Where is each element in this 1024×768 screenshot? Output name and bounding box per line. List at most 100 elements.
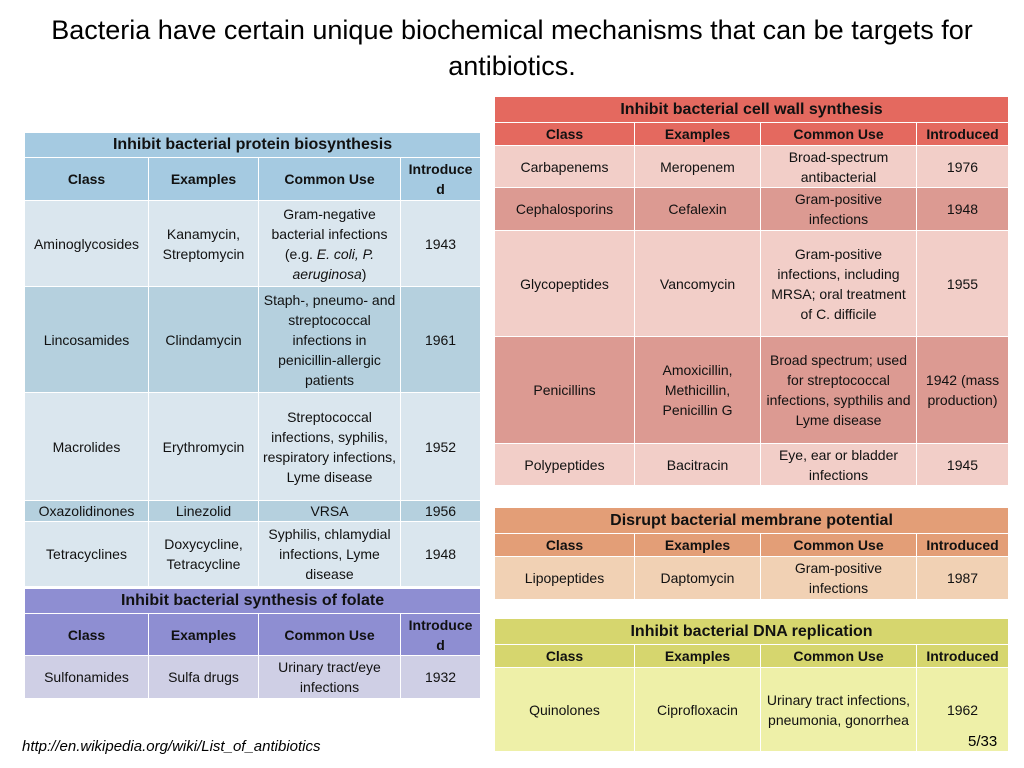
cell-class: Carbapenems [494, 145, 635, 188]
use-suffix: ) [361, 265, 367, 282]
cell-examples: Ciprofloxacin [634, 667, 761, 752]
cell-year: 1961 [399, 286, 482, 393]
table-row: Penicillins Amoxicillin, Methicillin, Pen… [494, 336, 1009, 444]
col-introduced: Introduced [916, 122, 1009, 146]
col-use: Common Use [760, 533, 917, 557]
col-introduced: Introduced [915, 644, 1010, 668]
cell-year: 1956 [399, 500, 482, 522]
cell-class: Polypeptides [494, 443, 635, 486]
cell-class: Lipopeptides [494, 556, 635, 600]
cell-use: Staph-, pneumo- and streptococcal infect… [258, 286, 401, 393]
cell-examples: Vancomycin [634, 230, 761, 337]
cell-examples: Sulfa drugs [148, 655, 259, 699]
cell-examples: Cefalexin [634, 187, 761, 231]
table-title: Inhibit bacterial protein biosynthesis [23, 132, 482, 158]
slide-title: Bacteria have certain unique biochemical… [51, 15, 973, 81]
table-row: Tetracyclines Doxycycline, Tetracycline Sy… [24, 521, 482, 587]
col-class: Class [494, 533, 635, 557]
cell-year: 1945 [916, 443, 1009, 486]
table-title: Disrupt bacterial membrane potential [493, 507, 1010, 534]
cell-year: 1948 [916, 187, 1009, 231]
cell-examples: Meropenem [634, 145, 761, 188]
cell-use: Broad spectrum; used for streptococcal i… [760, 336, 917, 444]
cell-use: Urinary tract/eye infections [258, 655, 401, 699]
cell-use: Gram-positive infections [760, 556, 917, 600]
col-class: Class [24, 613, 149, 656]
cell-year: 1962 [915, 667, 1010, 752]
cell-class: Quinolones [494, 667, 635, 752]
cell-examples: Bacitracin [634, 443, 761, 486]
table-title: Inhibit bacterial synthesis of folate [23, 588, 482, 614]
table-row: Polypeptides Bacitracin Eye, ear or bladde… [494, 443, 1009, 486]
cell-examples: Doxycycline, Tetracycline [148, 521, 259, 587]
col-introduced: Introduce d [399, 613, 482, 656]
col-use: Common Use [760, 122, 917, 146]
page-number: 5/33 [968, 733, 998, 750]
use-italic: E. coli, P. aeruginosa [292, 245, 375, 282]
cell-class: Macrolides [24, 392, 149, 501]
source-link[interactable]: http://en.wikipedia.org/wiki/List_of_ant… [22, 738, 321, 755]
cell-examples: Erythromycin [148, 392, 259, 501]
table-row: Oxazolidinones Linezolid VRSA 1956 [24, 500, 482, 522]
table-title: Inhibit bacterial DNA replication [493, 618, 1010, 645]
table-row: Sulfonamides Sulfa drugs Urinary tract/eye… [24, 655, 482, 699]
col-use: Common Use [760, 644, 917, 668]
cell-class: Cephalosporins [494, 187, 635, 231]
cell-year: 1948 [399, 521, 482, 587]
cell-use: Urinary tract infections, pneumonia, gon… [760, 667, 917, 752]
col-class: Class [494, 122, 635, 146]
cell-class: Glycopeptides [494, 230, 635, 337]
cell-use: Syphilis, chlamydial infections, Lyme di… [258, 521, 401, 587]
cell-year: 1987 [915, 556, 1010, 600]
col-class: Class [494, 644, 635, 668]
cell-use: VRSA [258, 500, 401, 522]
cell-year: 1943 [399, 200, 482, 287]
cell-class: Penicillins [494, 336, 635, 444]
cell-wall-synthesis-table: Inhibit bacterial cell wall synthesis Cl… [494, 96, 1009, 486]
cell-class: Lincosamides [24, 286, 149, 393]
cell-use: Gram-negative bacterial infections (e.g.… [258, 200, 401, 287]
cell-class: Aminoglycosides [24, 200, 149, 287]
cell-examples: Clindamycin [148, 286, 259, 393]
table-title: Inhibit bacterial cell wall synthesis [494, 96, 1009, 123]
cell-examples: Linezolid [148, 500, 259, 522]
cell-examples: Amoxicillin, Methicillin, Penicillin G [634, 336, 761, 444]
table-row: Lincosamides Clindamycin Staph-, pneumo- a… [24, 286, 482, 393]
col-use: Common Use [258, 613, 401, 656]
cell-class: Oxazolidinones [24, 500, 149, 522]
cell-year: 1955 [916, 230, 1009, 337]
membrane-potential-table: Disrupt bacterial membrane potential Cla… [493, 507, 1010, 600]
col-examples: Examples [634, 122, 761, 146]
cell-use: Gram-positive infections [760, 187, 917, 231]
cell-year: 1942 (mass production) [916, 336, 1009, 444]
col-class: Class [24, 157, 149, 201]
use-text: Gram-negative bacterial infections (e.g. [271, 205, 388, 262]
table-row: Quinolones Ciprofloxacin Urinary tract inf… [494, 667, 1010, 752]
table-row: Lipopeptides Daptomycin Gram-positive infe… [494, 556, 1010, 600]
col-examples: Examples [634, 533, 761, 557]
col-introduced: Introduce d [399, 157, 482, 201]
cell-year: 1976 [916, 145, 1009, 188]
cell-examples: Daptomycin [634, 556, 761, 600]
col-use: Common Use [258, 157, 401, 201]
cell-year: 1932 [399, 655, 482, 699]
col-examples: Examples [148, 157, 259, 201]
col-examples: Examples [634, 644, 761, 668]
cell-year: 1952 [399, 392, 482, 501]
cell-class: Tetracyclines [24, 521, 149, 587]
table-row: Glycopeptides Vancomycin Gram-positive inf… [494, 230, 1009, 337]
table-row: Aminoglycosides Kanamycin, Streptomycin Gr… [24, 200, 482, 287]
table-row: Cephalosporins Cefalexin Gram-positive inf… [494, 187, 1009, 231]
cell-class: Sulfonamides [24, 655, 149, 699]
protein-synthesis-table: Inhibit bacterial protein biosynthesis C… [23, 132, 482, 587]
col-introduced: Introduced [915, 533, 1010, 557]
col-examples: Examples [148, 613, 259, 656]
cell-use: Eye, ear or bladder infections [760, 443, 917, 486]
cell-use: Broad-spectrum antibacterial [760, 145, 917, 188]
folate-synthesis-table: Inhibit bacterial synthesis of folate Cl… [23, 588, 482, 699]
table-row: Macrolides Erythromycin Streptococcal infe… [24, 392, 482, 501]
cell-use: Streptococcal infections, syphilis, resp… [258, 392, 401, 501]
cell-use: Gram-positive infections, including MRSA… [760, 230, 917, 337]
table-row: Carbapenems Meropenem Broad-spectrum antib… [494, 145, 1009, 188]
dna-replication-table: Inhibit bacterial DNA replication Class E… [493, 618, 1010, 752]
